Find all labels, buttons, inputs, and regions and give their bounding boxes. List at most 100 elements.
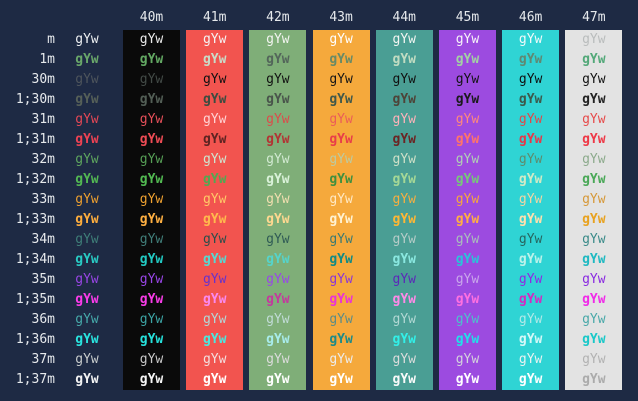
gyw-cell-40m: gYw (123, 30, 180, 50)
ansi-row-33m: 33m gYw gYw gYw gYw gYw gYw gYw gYw gYw (0, 190, 638, 210)
ansi-row-1-32m: 1;32m gYw gYw gYw gYw gYw gYw gYw gYw gYw (0, 170, 638, 190)
gyw-cell-47m: gYw (565, 330, 623, 350)
gyw-cell-41m: gYw (186, 330, 244, 350)
gyw-cell-plain: gYw (75, 232, 99, 247)
gyw-cell-46m: gYw (502, 50, 560, 70)
gyw-cell-plain: gYw (75, 152, 99, 167)
gyw-cell-45m: gYw (438, 330, 496, 350)
gyw-cell-plain: gYw (75, 292, 99, 307)
gyw-cell-47m: gYw (565, 70, 623, 90)
ansi-row-32m: 32m gYw gYw gYw gYw gYw gYw gYw gYw gYw (0, 150, 638, 170)
gyw-cell-40m: gYw (123, 170, 180, 190)
gyw-cell-43m: gYw (312, 150, 370, 170)
gyw-cell-plain: gYw (75, 312, 99, 327)
gyw-cell-42m: gYw (249, 150, 307, 170)
row-label: 35m (31, 272, 55, 287)
gyw-cell-40m: gYw (123, 330, 180, 350)
gyw-cell-plain: gYw (75, 252, 99, 267)
gyw-cell-44m: gYw (375, 190, 433, 210)
gyw-cell-plain: gYw (75, 272, 99, 287)
gyw-cell-41m: gYw (186, 290, 244, 310)
ansi-row-1-37m: 1;37m gYw gYw gYw gYw gYw gYw gYw gYw gYw (0, 370, 638, 390)
gyw-cell-41m: gYw (186, 110, 244, 130)
ansi-row-m: m gYw gYw gYw gYw gYw gYw gYw gYw gYw (0, 30, 638, 50)
gyw-cell-44m: gYw (375, 330, 433, 350)
gyw-cell-41m: gYw (186, 230, 244, 250)
gyw-cell-42m: gYw (249, 30, 307, 50)
gyw-cell-47m: gYw (565, 150, 623, 170)
gyw-cell-44m: gYw (375, 90, 433, 110)
gyw-cell-40m: gYw (123, 150, 180, 170)
gyw-cell-46m: gYw (502, 170, 560, 190)
gyw-cell-plain: gYw (75, 32, 99, 47)
gyw-cell-44m: gYw (375, 290, 433, 310)
gyw-cell-42m: gYw (249, 130, 307, 150)
gyw-cell-45m: gYw (438, 50, 496, 70)
gyw-cell-45m: gYw (438, 350, 496, 370)
gyw-cell-47m: gYw (565, 210, 623, 230)
gyw-cell-46m: gYw (502, 210, 560, 230)
ansi-row-1-31m: 1;31m gYw gYw gYw gYw gYw gYw gYw gYw gYw (0, 130, 638, 150)
gyw-cell-40m: gYw (123, 130, 180, 150)
gyw-cell-42m: gYw (249, 170, 307, 190)
gyw-cell-41m: gYw (186, 130, 244, 150)
row-label: 1;30m (15, 92, 55, 107)
gyw-cell-43m: gYw (312, 290, 370, 310)
gyw-cell-42m: gYw (249, 90, 307, 110)
gyw-cell-46m: gYw (502, 70, 560, 90)
gyw-cell-47m: gYw (565, 350, 623, 370)
gyw-cell-43m: gYw (312, 190, 370, 210)
ansi-row-1m: 1m gYw gYw gYw gYw gYw gYw gYw gYw gYw (0, 50, 638, 70)
ansi-row-30m: 30m gYw gYw gYw gYw gYw gYw gYw gYw gYw (0, 70, 638, 90)
gyw-cell-46m: gYw (502, 250, 560, 270)
ansi-row-36m: 36m gYw gYw gYw gYw gYw gYw gYw gYw gYw (0, 310, 638, 330)
gyw-cell-42m: gYw (249, 290, 307, 310)
gyw-cell-45m: gYw (438, 210, 496, 230)
gyw-cell-41m: gYw (186, 350, 244, 370)
gyw-cell-47m: gYw (565, 290, 623, 310)
gyw-cell-43m: gYw (312, 90, 370, 110)
gyw-cell-42m: gYw (249, 210, 307, 230)
row-label: 31m (31, 112, 55, 127)
gyw-cell-42m: gYw (249, 70, 307, 90)
gyw-cell-46m: gYw (502, 310, 560, 330)
gyw-cell-41m: gYw (186, 310, 244, 330)
column-header-42m: 42m (266, 10, 290, 25)
gyw-cell-43m: gYw (312, 230, 370, 250)
ansi-row-1-35m: 1;35m gYw gYw gYw gYw gYw gYw gYw gYw gYw (0, 290, 638, 310)
row-label: 32m (31, 152, 55, 167)
header-spacer-label (0, 8, 55, 28)
gyw-cell-44m: gYw (375, 210, 433, 230)
gyw-cell-44m: gYw (375, 230, 433, 250)
gyw-cell-43m: gYw (312, 350, 370, 370)
gyw-cell-43m: gYw (312, 270, 370, 290)
gyw-cell-42m: gYw (249, 310, 307, 330)
row-label: 1;35m (15, 292, 55, 307)
gyw-cell-47m: gYw (565, 190, 623, 210)
gyw-cell-46m: gYw (502, 370, 560, 390)
gyw-cell-45m: gYw (438, 90, 496, 110)
gyw-cell-45m: gYw (438, 250, 496, 270)
row-label: 1;36m (15, 332, 55, 347)
gyw-cell-43m: gYw (312, 30, 370, 50)
gyw-cell-47m: gYw (565, 370, 623, 390)
gyw-cell-42m: gYw (249, 370, 307, 390)
gyw-cell-44m: gYw (375, 310, 433, 330)
gyw-cell-44m: gYw (375, 110, 433, 130)
gyw-cell-42m: gYw (249, 350, 307, 370)
gyw-cell-43m: gYw (312, 70, 370, 90)
gyw-cell-47m: gYw (565, 230, 623, 250)
header-spacer-plain (55, 8, 119, 28)
ansi-row-34m: 34m gYw gYw gYw gYw gYw gYw gYw gYw gYw (0, 230, 638, 250)
gyw-cell-plain: gYw (75, 92, 99, 107)
gyw-cell-41m: gYw (186, 370, 244, 390)
gyw-cell-42m: gYw (249, 230, 307, 250)
gyw-cell-47m: gYw (565, 310, 623, 330)
gyw-cell-41m: gYw (186, 270, 244, 290)
gyw-cell-42m: gYw (249, 50, 307, 70)
gyw-cell-40m: gYw (123, 230, 180, 250)
gyw-cell-plain: gYw (75, 212, 99, 227)
gyw-cell-40m: gYw (123, 110, 180, 130)
row-label: 1;37m (15, 372, 55, 387)
